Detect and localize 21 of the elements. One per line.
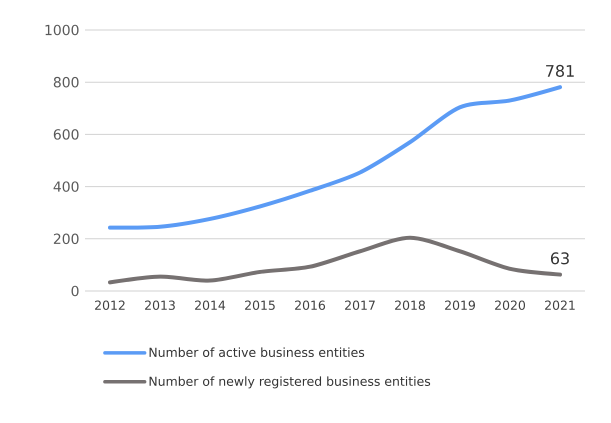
- x-tick-label: 2012: [95, 300, 125, 310]
- x-tick-label: 2017: [345, 300, 375, 310]
- x-tick-label: 2014: [195, 300, 226, 310]
- line-series: [108, 85, 562, 230]
- y-tick-label: 1000: [46, 24, 79, 36]
- x-tick-label: 2019: [445, 300, 475, 310]
- x-tick-label: 2020: [495, 300, 526, 310]
- y-tick-label: 200: [54, 234, 79, 244]
- x-tick-label: 2021: [545, 300, 575, 310]
- data-label: 63: [550, 252, 569, 264]
- legend-label: Number of newly registered business entities: [150, 376, 430, 388]
- y-tick-label: 600: [54, 129, 79, 140]
- x-tick-label: 2013: [145, 300, 175, 310]
- data-label: 781: [546, 64, 574, 77]
- x-tick-label: 2018: [395, 300, 425, 310]
- legend-label: Number of active business entities: [150, 347, 364, 358]
- y-tick-label: 400: [54, 181, 79, 192]
- y-tick-label: 800: [54, 76, 79, 88]
- x-tick-label: 2016: [295, 300, 326, 310]
- y-tick-label: 0: [72, 286, 79, 296]
- x-tick-label: 2015: [245, 300, 275, 310]
